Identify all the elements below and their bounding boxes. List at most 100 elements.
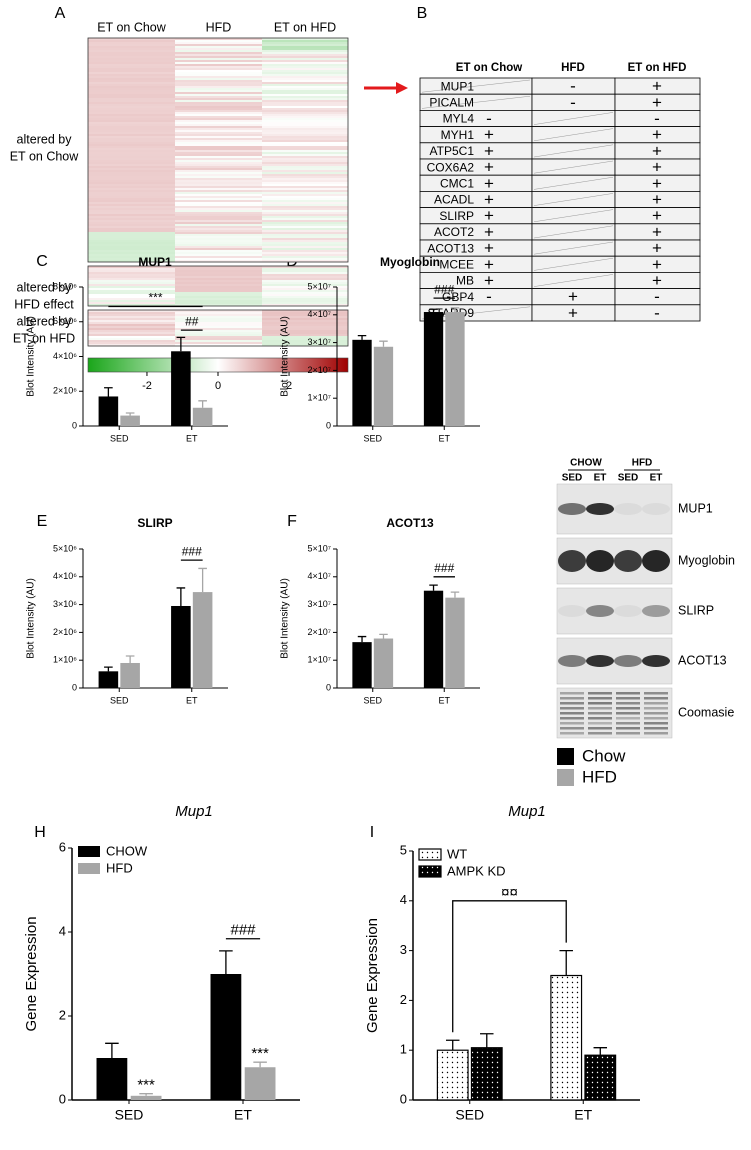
heatmap-cell xyxy=(175,172,262,175)
panel-letter: E xyxy=(37,513,48,530)
bar xyxy=(192,592,213,688)
heatmap-cell xyxy=(175,216,262,219)
table-header: HFD xyxy=(561,62,585,74)
heatmap-cell xyxy=(88,172,175,175)
heatmap-cell xyxy=(175,100,262,103)
na-cell xyxy=(533,225,614,239)
heatmap-cell xyxy=(262,158,348,161)
error-bar xyxy=(450,591,460,598)
na-cell xyxy=(533,274,614,287)
table-symbol: - xyxy=(486,287,492,306)
heatmap-cell xyxy=(88,124,175,127)
heatmap-cell xyxy=(88,88,175,91)
heatmap-cell xyxy=(175,268,262,271)
error-bar xyxy=(429,584,438,591)
na-cell xyxy=(533,241,614,255)
x-tick-label: ET xyxy=(234,1107,252,1123)
heatmap-cell xyxy=(262,76,348,79)
heatmap-cell xyxy=(262,288,348,291)
heatmap-cell xyxy=(175,154,262,157)
heatmap-cell xyxy=(175,198,262,201)
heatmap-cell xyxy=(262,244,348,247)
blot-stripe xyxy=(644,712,668,715)
heatmap-cell xyxy=(262,56,348,59)
heatmap-cell xyxy=(175,202,262,205)
heatmap-cell xyxy=(88,282,175,285)
heatmap-cell xyxy=(175,290,262,293)
heatmap-cell xyxy=(262,210,348,213)
table-cell xyxy=(419,126,533,144)
panel-letter: I xyxy=(370,824,374,841)
table-symbol: + xyxy=(652,255,662,274)
heatmap-cell xyxy=(262,334,348,337)
heatmap-cell xyxy=(262,332,348,335)
blot-band xyxy=(614,655,642,667)
table-cell xyxy=(614,304,701,322)
row-group-label: altered by xyxy=(17,280,73,294)
heatmap-cell xyxy=(262,324,348,327)
table-symbol: + xyxy=(652,125,662,144)
heatmap-cell xyxy=(175,344,262,347)
heatmap-cell xyxy=(262,278,348,281)
heatmap-cell xyxy=(175,292,262,295)
blot-panel xyxy=(556,483,673,535)
heatmap-cell xyxy=(262,182,348,185)
heatmap-cell xyxy=(175,324,262,327)
blot-band xyxy=(586,550,614,572)
heatmap-cell xyxy=(88,316,175,319)
heatmap-cell xyxy=(175,114,262,117)
table-header: ET on HFD xyxy=(628,62,687,74)
x-tick-label: ET xyxy=(186,695,198,705)
blot-bg xyxy=(556,587,673,635)
bar xyxy=(120,662,140,688)
bar xyxy=(98,671,119,688)
heatmap-cell xyxy=(88,220,175,223)
heatmap-cell xyxy=(262,114,348,117)
heatmap-cell xyxy=(88,236,175,239)
heatmap-cell xyxy=(175,230,262,233)
heatmap-cell xyxy=(88,154,175,157)
y-tick-label: 3×10⁷ xyxy=(307,337,331,347)
heatmap-cell xyxy=(88,218,175,221)
y-axis-label: Blot Intensity (AU) xyxy=(26,316,37,397)
blot-band xyxy=(642,655,670,667)
heatmap-cell xyxy=(175,208,262,211)
heatmap-cell xyxy=(88,132,175,135)
colorbar-tick-label: 0 xyxy=(215,380,221,392)
heatmap-block xyxy=(88,266,348,307)
blot-group: HFD xyxy=(632,458,653,469)
heatmap-column-label: ET on HFD xyxy=(274,20,336,34)
heatmap-cell xyxy=(88,252,175,255)
annotation: ### xyxy=(230,922,256,939)
heatmap-cell xyxy=(175,304,262,307)
table-symbol: + xyxy=(484,206,494,225)
heatmap-cell xyxy=(175,118,262,121)
heatmap-cell xyxy=(88,228,175,231)
heatmap-cell xyxy=(262,188,348,191)
heatmap-cell xyxy=(262,124,348,127)
heatmap-cell xyxy=(175,204,262,207)
heatmap-cell xyxy=(88,324,175,327)
annotation: *** xyxy=(137,1077,155,1094)
table-symbol: + xyxy=(484,190,494,209)
heatmap-cell xyxy=(88,258,175,261)
heatmap-cell xyxy=(88,334,175,337)
heatmap-cell xyxy=(175,310,262,313)
heatmap-cell xyxy=(175,140,262,143)
na-cell xyxy=(533,128,614,142)
heatmap-cell xyxy=(262,316,348,319)
bar xyxy=(210,974,242,1100)
heatmap-cell xyxy=(88,138,175,141)
heatmap-cell xyxy=(88,188,175,191)
heatmap-cell xyxy=(175,206,262,209)
heatmap-cell xyxy=(175,222,262,225)
heatmap-cell xyxy=(175,176,262,179)
x-tick-label: ET xyxy=(574,1107,592,1123)
y-tick-label: 0 xyxy=(72,420,77,430)
blot-stripe xyxy=(644,692,668,695)
table-symbol: + xyxy=(652,271,662,290)
heatmap-cell xyxy=(175,252,262,255)
heatmap-cell xyxy=(88,240,175,243)
heatmap-cell xyxy=(175,210,262,213)
